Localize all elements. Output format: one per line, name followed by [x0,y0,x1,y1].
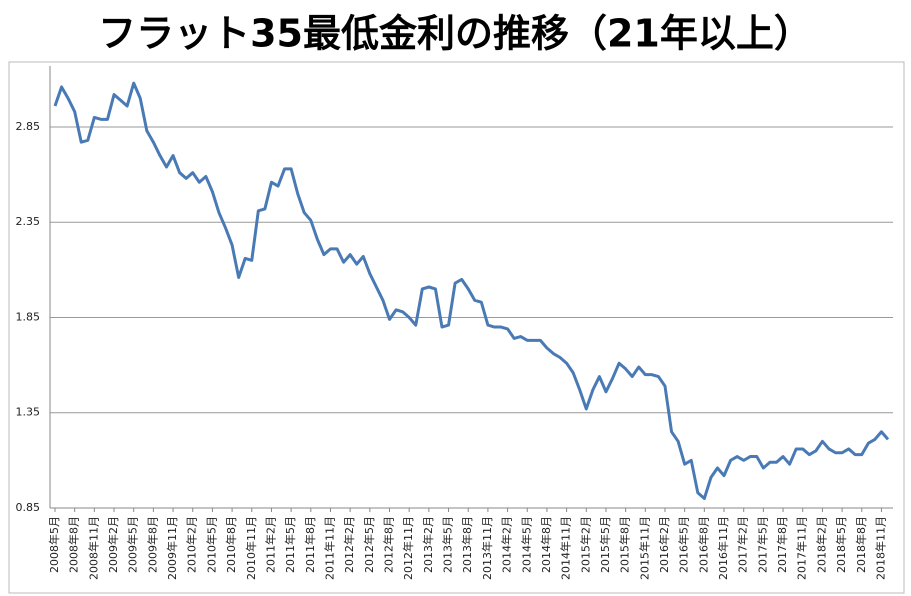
x-tick-label: 2016年2月 [657,516,671,573]
x-tick-label: 2015年5月 [598,516,612,573]
x-tick-label: 2010年8月 [224,516,238,573]
x-tick-label: 2008年8月 [67,516,81,573]
x-tick-label: 2018年8月 [854,516,868,573]
line [53,81,890,500]
x-tick-label: 2016年8月 [696,516,710,573]
x-tick-label: 2016年5月 [677,516,691,573]
x-tick-label: 2014年2月 [500,516,514,573]
x-tick-label: 2008年11月 [86,516,100,580]
x-tick-label: 2013年5月 [441,516,455,573]
x-tick-label: 2013年8月 [460,516,474,573]
x-tick-label: 2011年8月 [303,516,317,573]
x-tick-label: 2014年8月 [539,516,553,573]
x-tick-label: 2015年2月 [578,516,592,573]
x-tick-label: 2018年11月 [873,516,887,580]
x-tick-label: 2011年5月 [283,516,297,573]
x-tick-label: 2016年11月 [716,516,730,580]
y-tick-label: 0.85 [16,501,41,514]
x-tick-label: 2009年11月 [165,516,179,580]
x-tick-label: 2010年2月 [185,516,199,573]
x-tick-label: 2012年5月 [362,516,376,573]
x-tick-label: 2014年11月 [559,516,573,580]
x-tick-label: 2017年11月 [795,516,809,580]
x-tick-label: 2010年11月 [244,516,258,580]
x-tick-label: 2008年5月 [47,516,61,573]
x-tick-label: 2011年11月 [322,516,336,580]
x-tick-label: 2018年5月 [834,516,848,573]
x-tick-label: 2010年5月 [204,516,218,573]
x-tick-label: 2012年11月 [401,516,415,580]
x-tick-label: 2014年5月 [519,516,533,573]
x-tick-label: 2012年8月 [382,516,396,573]
chart-frame [8,61,905,594]
x-tick-label: 2013年11月 [480,516,494,580]
y-tick-label: 1.85 [16,310,41,323]
y-tick-label: 2.85 [16,120,41,133]
x-tick-label: 2009年8月 [145,516,159,573]
x-tick-label: 2018年2月 [814,516,828,573]
x-tick-label: 2009年2月 [106,516,120,573]
x-tick-label: 2015年11月 [637,516,651,580]
x-tick-label: 2013年2月 [421,516,435,573]
x-tick-label: 2011年2月 [263,516,277,573]
y-tick-label: 2.35 [16,215,41,228]
chart-title: フラット35最低金利の推移（21年以上） [98,12,812,56]
x-tick-label: 2017年5月 [755,516,769,573]
x-tick-label: 2009年5月 [126,516,140,573]
x-tick-label: 2012年2月 [342,516,356,573]
y-tick-label: 1.35 [16,406,41,419]
x-tick-label: 2017年2月 [736,516,750,573]
x-tick-label: 2017年8月 [775,516,789,573]
x-tick-label: 2015年8月 [618,516,632,573]
